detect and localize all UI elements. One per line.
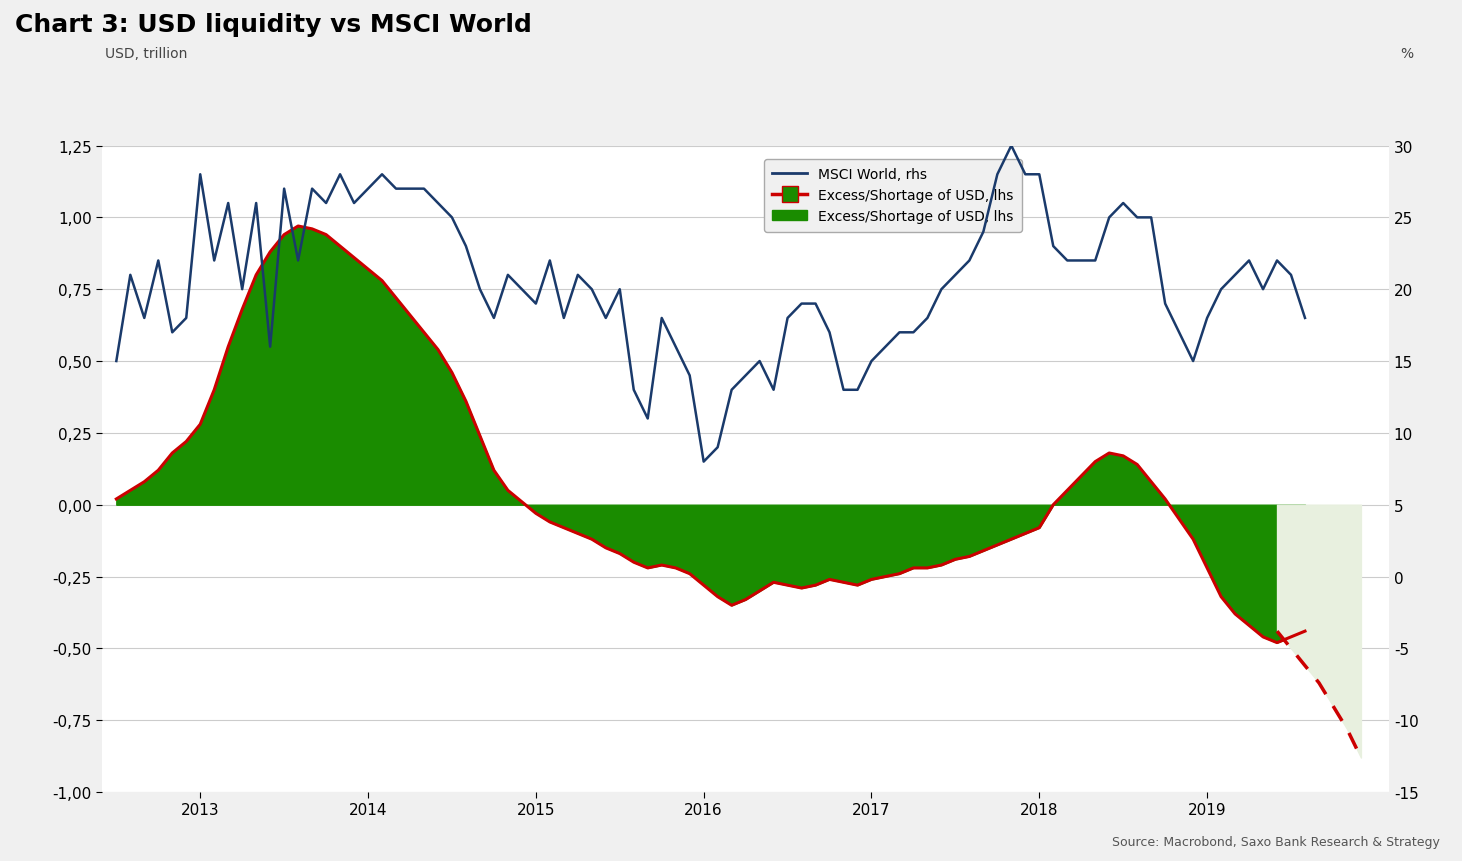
Legend: MSCI World, rhs, Excess/Shortage of USD, lhs, Excess/Shortage of USD, lhs: MSCI World, rhs, Excess/Shortage of USD,… bbox=[763, 160, 1022, 232]
Text: Chart 3: USD liquidity vs MSCI World: Chart 3: USD liquidity vs MSCI World bbox=[15, 13, 532, 37]
Text: %: % bbox=[1401, 47, 1414, 61]
Text: USD, trillion: USD, trillion bbox=[105, 47, 187, 61]
Text: Source: Macrobond, Saxo Bank Research & Strategy: Source: Macrobond, Saxo Bank Research & … bbox=[1113, 835, 1440, 848]
